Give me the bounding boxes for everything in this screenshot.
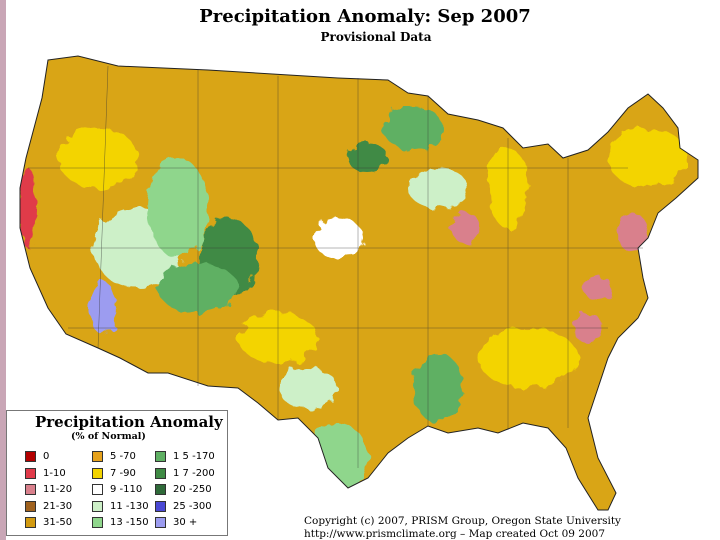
legend-label: 30 + [173, 517, 198, 528]
state-borders [28, 65, 643, 468]
legend-swatch [155, 451, 166, 462]
legend-swatch [92, 451, 103, 462]
copyright-text: Copyright (c) 2007, PRISM Group, Oregon … [304, 515, 621, 527]
legend-item: 7 -90 [92, 467, 136, 480]
legend-box: Precipitation Anomaly (% of Normal) 0 1-1… [6, 410, 228, 536]
legend-item: 9 -110 [92, 483, 142, 496]
url-credit-text: http://www.prismclimate.org – Map create… [304, 528, 606, 540]
legend-label: 1 7 -200 [173, 467, 215, 479]
legend-label: 1-10 [43, 467, 66, 479]
legend-item: 31-50 [25, 516, 72, 529]
legend-title: Precipitation Anomaly [35, 413, 223, 431]
map-subtitle: Provisional Data [320, 30, 432, 44]
legend-swatch [155, 484, 166, 495]
legend-swatch [25, 467, 36, 479]
map-title: Precipitation Anomaly: Sep 2007 [199, 6, 531, 27]
legend-item: 25 -300 [155, 500, 212, 513]
legend-item: 30 + [155, 516, 197, 529]
legend-item: 1 5 -170 [155, 450, 215, 463]
legend-swatch [92, 517, 103, 528]
legend-subtitle: (% of Normal) [71, 431, 146, 442]
left-edge-strip [0, 0, 6, 540]
legend-swatch [25, 484, 36, 495]
legend-item: 1 7 -200 [155, 467, 215, 480]
legend-item: 21-30 [25, 500, 72, 513]
legend-label: 5 -70 [110, 451, 136, 462]
legend-label: 25 -300 [173, 500, 212, 512]
legend-label: 7 -90 [110, 467, 136, 479]
legend-item: 11-20 [25, 483, 72, 496]
legend-item: 5 -70 [92, 450, 136, 463]
legend-label: 31-50 [43, 517, 73, 528]
legend-label: 1 5 -170 [173, 451, 215, 462]
legend-item: 1-10 [25, 467, 66, 480]
legend-label: 9 -110 [110, 484, 143, 495]
legend-swatch [155, 467, 166, 479]
us-outline [19, 55, 699, 511]
legend-label: 20 -250 [173, 484, 212, 495]
legend-item: 13 -150 [92, 516, 149, 529]
legend-swatch [25, 451, 36, 462]
legend-swatch [25, 517, 36, 528]
legend-swatch [155, 500, 166, 512]
legend-swatch [92, 467, 103, 479]
legend-item: 11 -130 [92, 500, 149, 513]
legend-swatch [92, 500, 103, 512]
legend-label: 13 -150 [110, 517, 149, 528]
legend-item: 20 -250 [155, 483, 212, 496]
legend-swatch [25, 500, 36, 512]
legend-label: 11 -130 [110, 500, 149, 512]
legend-swatch [155, 517, 166, 528]
legend-label: 21-30 [43, 500, 73, 512]
legend-label: 0 [43, 451, 50, 462]
legend-swatch [92, 484, 103, 495]
legend-item: 0 [25, 450, 49, 463]
legend-label: 11-20 [43, 484, 73, 495]
